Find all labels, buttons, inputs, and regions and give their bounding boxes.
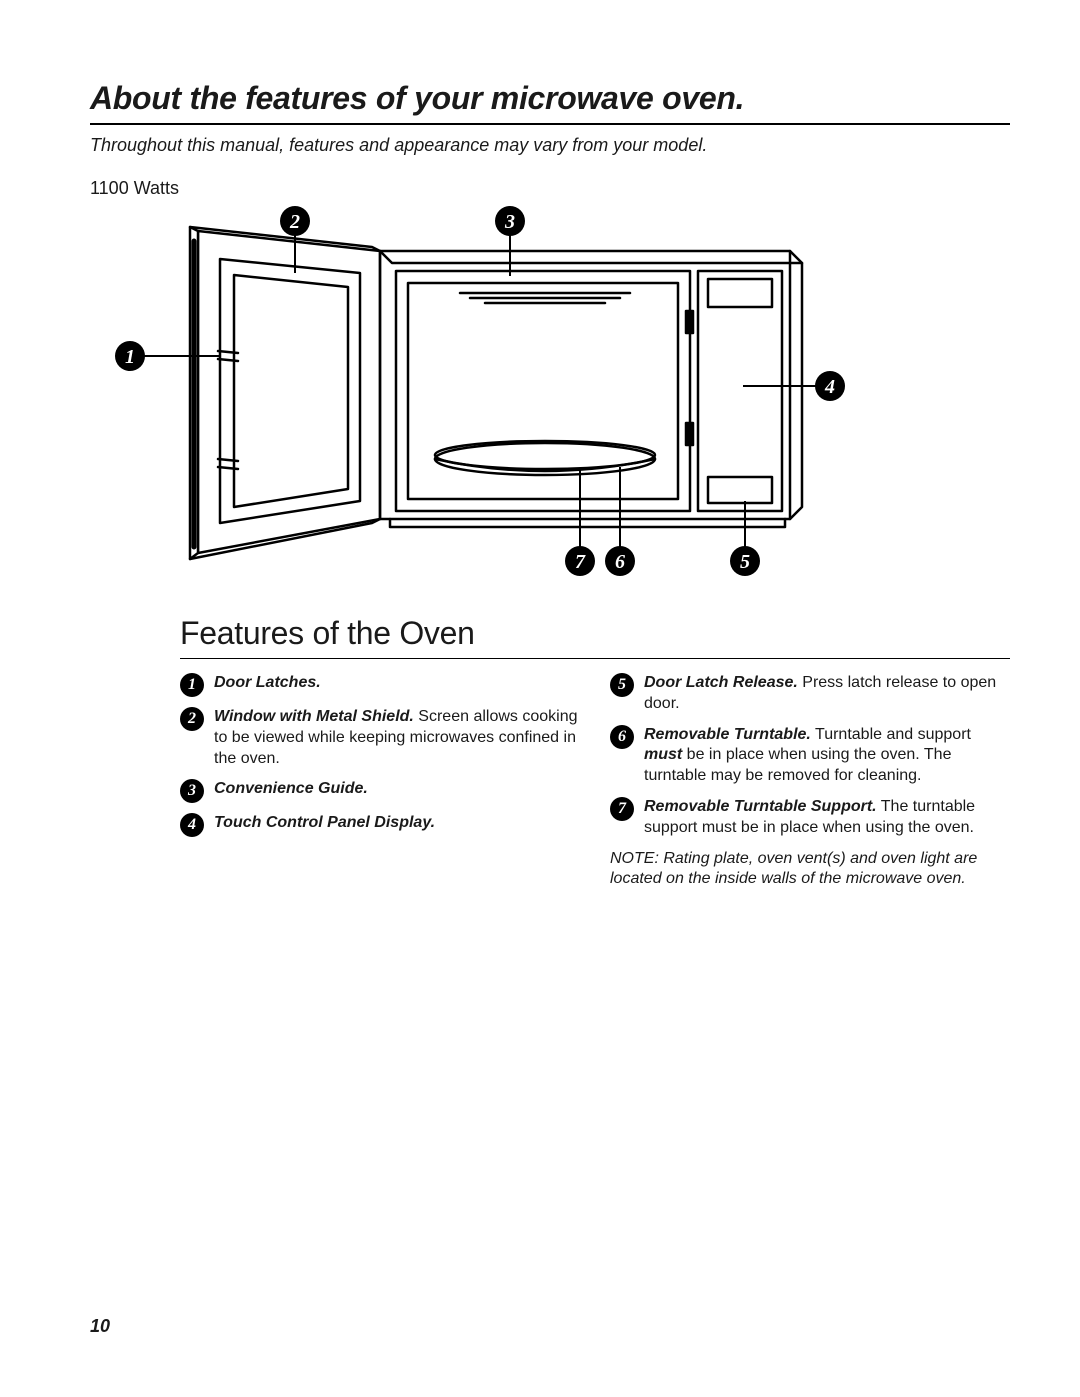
- feature-item: 3 Convenience Guide.: [180, 779, 580, 803]
- feature-text: Convenience Guide.: [214, 779, 368, 800]
- feature-number-icon: 5: [610, 673, 634, 697]
- svg-text:7: 7: [575, 551, 586, 573]
- feature-item: 2 Window with Metal Shield. Screen allows…: [180, 707, 580, 769]
- feature-number-icon: 7: [610, 797, 634, 821]
- feature-item: 6 Removable Turntable. Turntable and supp…: [610, 725, 1010, 787]
- title-rule: [90, 123, 1010, 125]
- feature-number-icon: 3: [180, 779, 204, 803]
- feature-text: Removable Turntable. Turntable and suppo…: [644, 725, 1010, 787]
- subtitle: Throughout this manual, features and app…: [90, 135, 1010, 156]
- feature-number-icon: 4: [180, 813, 204, 837]
- manual-page: About the features of your microwave ove…: [0, 0, 1080, 1397]
- feature-text: Door Latches.: [214, 673, 321, 694]
- page-number: 10: [90, 1316, 110, 1337]
- diagram-svg: 1 2 3 4 5 6 7: [90, 201, 990, 601]
- features-left-col: 1 Door Latches. 2 Window with Metal Shield.…: [180, 673, 580, 890]
- feature-text: Touch Control Panel Display.: [214, 813, 435, 834]
- feature-item: 5 Door Latch Release. Press latch release…: [610, 673, 1010, 715]
- feature-number-icon: 1: [180, 673, 204, 697]
- feature-item: 1 Door Latches.: [180, 673, 580, 697]
- watts-label: 1100 Watts: [90, 178, 1010, 199]
- features-right-col: 5 Door Latch Release. Press latch release…: [610, 673, 1010, 890]
- features-columns: 1 Door Latches. 2 Window with Metal Shield.…: [180, 673, 1010, 890]
- feature-number-icon: 2: [180, 707, 204, 731]
- svg-text:5: 5: [740, 551, 750, 573]
- page-title: About the features of your microwave ove…: [90, 80, 1010, 117]
- microwave-diagram: 1 2 3 4 5 6 7: [90, 201, 990, 601]
- feature-number-icon: 6: [610, 725, 634, 749]
- features-note: NOTE: Rating plate, oven vent(s) and ove…: [610, 849, 1010, 891]
- feature-text: Removable Turntable Support. The turntab…: [644, 797, 1010, 839]
- section-title: Features of the Oven: [180, 615, 1010, 652]
- section-rule: [180, 658, 1010, 659]
- svg-text:2: 2: [289, 211, 300, 233]
- feature-text: Window with Metal Shield. Screen allows …: [214, 707, 580, 769]
- svg-text:1: 1: [125, 346, 135, 368]
- feature-item: 4 Touch Control Panel Display.: [180, 813, 580, 837]
- feature-text: Door Latch Release. Press latch release …: [644, 673, 1010, 715]
- svg-text:6: 6: [615, 551, 625, 573]
- feature-item: 7 Removable Turntable Support. The turnta…: [610, 797, 1010, 839]
- svg-text:3: 3: [504, 211, 515, 233]
- svg-text:4: 4: [824, 376, 835, 398]
